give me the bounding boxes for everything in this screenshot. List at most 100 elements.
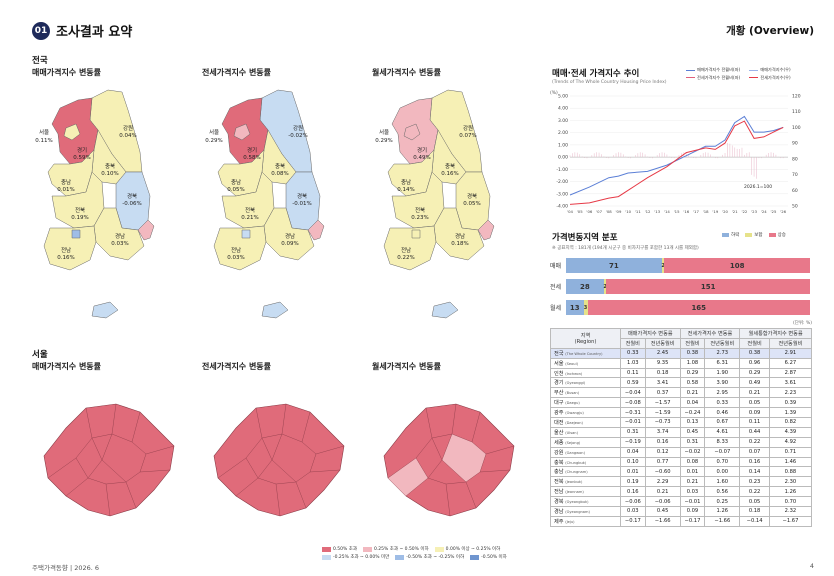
value-cell: 0.04	[620, 446, 646, 458]
y-right-tick: 50	[792, 204, 798, 210]
region-cell: 대구 (Daegu)	[550, 397, 621, 409]
series-line-1	[569, 120, 784, 205]
label-jeonnam: 전남	[61, 246, 71, 254]
y-left-tick: -2.00	[556, 179, 568, 185]
label-chungbuk: 충북	[105, 162, 115, 170]
page-title: 조사결과 요약	[56, 25, 133, 40]
value-cell: 0.09	[739, 407, 770, 419]
label-jeonbuk: 전북	[415, 206, 425, 214]
value-cell: 0.44	[739, 426, 770, 438]
trend-left-unit: (%)	[550, 90, 558, 96]
value-chungbuk: 0.16%	[441, 171, 458, 177]
region-gwangju	[71, 229, 81, 239]
x-tick: '12	[645, 209, 651, 214]
value-gangwon: -0.02%	[288, 133, 307, 139]
value-cell: −0.08	[620, 397, 646, 409]
value-chungnam: 0.01%	[57, 187, 74, 193]
table-row: 전북 (Jeonbuk) 0.19 2.29 0.21 1.60 0.23 2.30	[550, 476, 813, 488]
distribution-title: 가격변동지역 분포	[552, 233, 618, 243]
value-cell: 0.33	[704, 397, 741, 409]
table-row: 제주 (Jeju) −0.17 −1.66 −0.17 −1.66 −0.14 −1.67	[550, 515, 813, 527]
value-cell: 0.10	[620, 456, 646, 468]
value-cell: −0.17	[679, 515, 706, 527]
series-line-0	[569, 115, 784, 196]
regional-change-table: 지역 (Region) 매매가격지수 변동률 전세가격지수 변동률 월세통합가격지…	[550, 328, 813, 527]
x-tick: '24	[761, 209, 767, 214]
seoul-map-title-monthly: 월세가격지수 변동률	[372, 362, 442, 371]
value-seoul: 0.11%	[35, 138, 52, 144]
value-cell: 0.00	[704, 466, 741, 478]
y-right-tick: 110	[792, 109, 801, 115]
region-jeonnam	[383, 225, 437, 271]
x-tick: '19	[712, 209, 718, 214]
value-cell: 1.39	[768, 407, 813, 419]
region-cell: 광주 (Gwangju)	[550, 407, 621, 419]
value-cell: 0.09	[679, 506, 706, 517]
value-gyeongnam: 0.09%	[281, 241, 298, 247]
nation-map-title-sale: 매매가격지수 변동률	[32, 68, 102, 77]
label-gyeonggi: 경기	[77, 146, 87, 154]
region-gwangju	[411, 229, 421, 239]
y-left-tick: 0.00	[558, 155, 568, 161]
value-cell: −0.01	[679, 496, 706, 508]
trend-chart-title: 매매·전세 가격지수 추이	[552, 69, 640, 79]
value-cell: 0.22	[739, 436, 770, 448]
value-jeonnam: 0.03%	[227, 255, 244, 261]
table-row: 강원 (Gangwon) 0.04 0.12 −0.02 −0.07 0.07 0.71	[550, 446, 813, 458]
value-cell: 1.26	[768, 486, 813, 498]
value-cell: 1.03	[620, 357, 646, 369]
region-jeonbuk	[51, 171, 105, 229]
region-ulsan	[477, 219, 495, 241]
x-tick: '13	[654, 209, 660, 214]
group-header-jeonse: 전세가격지수 변동률	[679, 328, 741, 339]
x-tick: '18	[703, 209, 709, 214]
table-row: 대구 (Daegu) −0.08 −1.57 0.04 0.33 0.05 0.39	[550, 397, 813, 409]
value-cell: 0.05	[739, 496, 770, 508]
footer-publication: 주택가격동향 | 2026. 6	[32, 564, 100, 572]
value-cell: 0.96	[739, 357, 770, 369]
page-number: 4	[809, 562, 814, 570]
value-cell: 9.35	[644, 357, 681, 369]
value-gyeongbuk: -0.06%	[122, 201, 141, 207]
value-cell: 0.03	[679, 486, 706, 498]
y-right-tick: 120	[792, 94, 801, 100]
value-cell: 2.45	[644, 347, 681, 359]
distribution-segment-rise: 151	[606, 279, 810, 294]
x-tick: '04	[567, 209, 573, 214]
value-gyeongnam: 0.03%	[111, 241, 128, 247]
value-cell: 6.27	[768, 357, 813, 369]
value-cell: 0.56	[704, 486, 741, 498]
x-tick: '11	[635, 209, 641, 214]
seoul-map-title-sale: 매매가격지수 변동률	[32, 362, 102, 371]
nation-map-title-monthly: 월세가격지수 변동률	[372, 68, 442, 77]
value-cell: 6.31	[704, 357, 741, 369]
distribution-segment-rise: 165	[587, 300, 810, 315]
value-cell: 0.16	[620, 486, 646, 498]
table-row: 전국 (The Whole Country) 0.33 2.45 0.38 2.73 0.…	[550, 347, 813, 359]
table-row: 충남 (Chungnam) 0.01 −0.60 0.01 0.00 0.14 0.88	[550, 466, 813, 478]
table-row: 대전 (Daejeon) −0.01 −0.73 0.13 0.67 0.11 0.82	[550, 417, 813, 428]
table-row: 세종 (Sejong) −0.19 0.16 0.31 8.33 0.22 4.92	[550, 436, 813, 448]
region-jeju	[431, 301, 459, 319]
region-ulsan	[307, 219, 325, 241]
label-chungnam: 충남	[231, 178, 241, 186]
group-header-monthly: 월세통합가격지수 변동률	[739, 328, 812, 339]
region-cell: 경북 (Gyeongbuk)	[550, 496, 621, 508]
region-cell: 인천 (Incheon)	[550, 367, 621, 379]
nation-map-sale: 서울 0.11% 경기 0.59% 강원 0.04% 충북 0.10% 충남 0…	[35, 89, 155, 319]
trend-chart-subtitle: (Trends of The Whole Country Housing Pri…	[552, 80, 667, 85]
value-cell: −1.57	[644, 397, 681, 409]
value-cell: 4.39	[768, 426, 813, 438]
region-jeonbuk	[391, 171, 445, 229]
region-cell: 전북 (Jeonbuk)	[550, 476, 621, 488]
label-gyeonggi: 경기	[417, 146, 427, 154]
value-cell: 0.21	[679, 476, 706, 488]
value-gyeonggi: 0.59%	[73, 155, 90, 161]
distribution-legend: 하락 보합 상승	[722, 232, 786, 238]
value-chungbuk: 0.08%	[271, 171, 288, 177]
value-gangwon: 0.04%	[119, 133, 136, 139]
value-cell: 2.91	[768, 347, 813, 359]
y-left-tick: -3.00	[556, 191, 568, 197]
value-gyeongnam: 0.18%	[451, 241, 468, 247]
value-cell: 0.08	[679, 456, 706, 468]
